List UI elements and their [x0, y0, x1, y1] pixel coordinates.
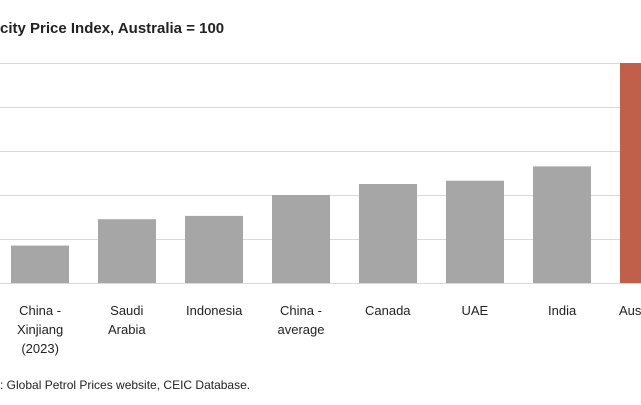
bar	[620, 63, 641, 283]
chart	[0, 63, 641, 284]
bar	[11, 245, 69, 283]
bar	[533, 166, 591, 283]
x-tick-label: India	[548, 303, 577, 318]
bar	[185, 215, 243, 283]
x-tick-label: UAE	[461, 303, 489, 318]
x-tick-label: Canada	[365, 303, 411, 318]
bar	[98, 219, 156, 283]
x-tick-label: China - average	[277, 303, 325, 337]
chart-title: city Price Index, Australia = 100	[0, 20, 225, 37]
x-tick-label: Aus	[619, 303, 641, 318]
bar	[272, 195, 330, 283]
x-tick-label: Saudi Arabia	[108, 303, 146, 337]
source-note: : Global Petrol Prices website, CEIC Dat…	[0, 378, 251, 392]
bar	[446, 180, 504, 283]
x-tick-label: Indonesia	[186, 303, 243, 318]
x-tick-label: China - Xinjiang (2023)	[17, 303, 64, 356]
bar	[359, 184, 417, 283]
